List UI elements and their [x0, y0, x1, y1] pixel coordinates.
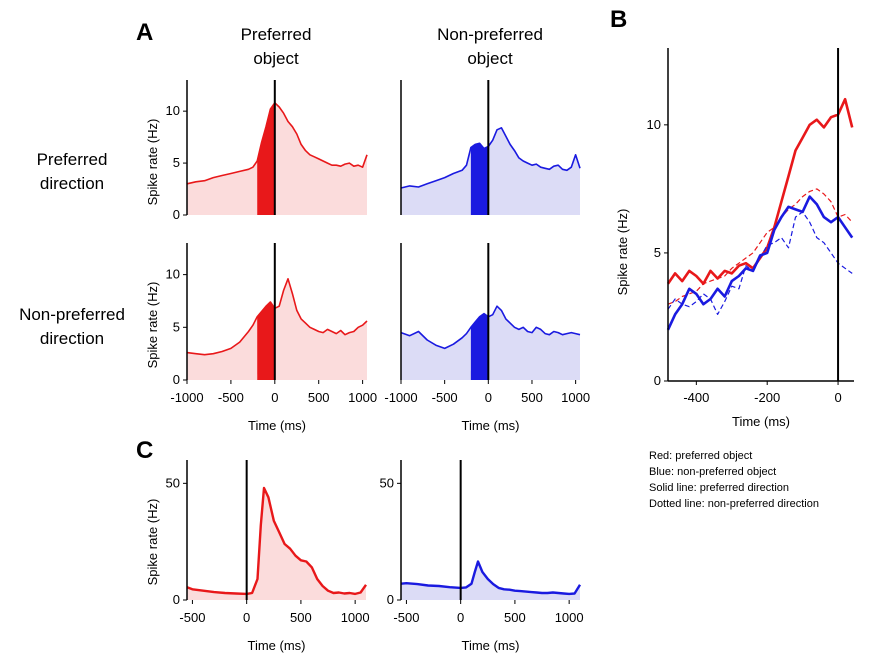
series-line: [400, 127, 581, 189]
y-tick-label: 10: [166, 267, 180, 282]
y-axis-label: Spike rate (Hz): [145, 282, 160, 369]
series-line: [186, 102, 368, 185]
chart-A-pref-obj-pref-dir: 0 5 10 Spike rate (Hz): [145, 80, 368, 222]
column-title-nonpreferred-line1: Non-preferred: [437, 25, 543, 44]
panel-label-b: B: [610, 6, 627, 33]
highlight-window-fill: [257, 102, 275, 215]
series-line: [400, 305, 581, 350]
column-title-nonpreferred-line2: object: [467, 49, 513, 68]
x-tick-label: 500: [504, 610, 526, 625]
row-title-nonpreferred-line1: Non-preferred: [19, 305, 125, 324]
highlight-window-fill: [257, 302, 275, 380]
x-axis-label: Time (ms): [247, 638, 305, 653]
x-tick-label: -1000: [384, 390, 417, 405]
y-tick-label: 5: [654, 245, 661, 260]
legend-line-red: Red: preferred object: [649, 450, 752, 462]
y-tick-label: 0: [654, 373, 661, 388]
panel-label-c: C: [136, 437, 153, 464]
x-axis-label: Time (ms): [461, 638, 519, 653]
x-tick-label: -1000: [170, 390, 203, 405]
x-tick-label: 0: [243, 610, 250, 625]
y-tick-label: 0: [173, 207, 180, 222]
series-line-blue-solid: [666, 195, 854, 331]
legend-line-dotted: Dotted line: non-preferred direction: [649, 498, 819, 510]
area-fill: [187, 488, 366, 600]
x-tick-label: 1000: [341, 610, 370, 625]
area-fill: [401, 127, 580, 215]
chart-A-nonpref-obj-nonpref-dir: -1000 -500 0 500 1000 Time (ms): [384, 243, 590, 433]
column-title-preferred-line1: Preferred: [241, 25, 312, 44]
legend-line-blue: Blue: non-preferred object: [649, 466, 776, 478]
area-fill: [401, 561, 580, 600]
y-tick-label: 0: [173, 372, 180, 387]
y-axis-label: Spike rate (Hz): [145, 119, 160, 206]
chart-C-preferred: 0 50 -500 0 500 1000 Spike rate (Hz) Time (ms): [145, 460, 370, 653]
column-title-preferred-line2: object: [253, 49, 299, 68]
x-tick-label: -500: [432, 390, 458, 405]
x-tick-label: 1000: [561, 390, 590, 405]
x-axis-label: Time (ms): [248, 418, 306, 433]
area-fill: [187, 102, 367, 215]
y-tick-label: 10: [647, 117, 661, 132]
row-title-preferred-line1: Preferred: [37, 150, 108, 169]
series-line: [400, 560, 582, 596]
x-tick-label: 0: [271, 390, 278, 405]
row-title-nonpreferred-line2: direction: [40, 329, 104, 348]
x-tick-label: 0: [457, 610, 464, 625]
x-tick-label: 0: [485, 390, 492, 405]
series-line: [186, 486, 367, 596]
y-axis-label: Spike rate (Hz): [615, 209, 630, 296]
y-tick-label: 0: [173, 592, 180, 607]
x-tick-label: 1000: [555, 610, 584, 625]
y-tick-label: 5: [173, 155, 180, 170]
y-tick-label: 10: [166, 103, 180, 118]
panel-label-a: A: [136, 19, 153, 46]
y-tick-label: 5: [173, 319, 180, 334]
chart-A-pref-obj-nonpref-dir: 0 5 10 -1000 -500 0 500 1000 Spike rate (Hz) Time…: [145, 243, 377, 433]
chart-C-nonpreferred: 0 50 -500 0 500 1000 Time (ms): [380, 460, 584, 653]
y-tick-label: 50: [380, 475, 394, 490]
chart-B: 0 5 10 -400 -200 0 Spike rate (Hz) Time (ms): [615, 48, 854, 429]
series-line: [186, 278, 368, 356]
y-axis-label: Spike rate (Hz): [145, 499, 160, 586]
highlight-window-fill: [470, 313, 489, 380]
x-tick-label: -500: [179, 610, 205, 625]
x-axis-label: Time (ms): [732, 414, 790, 429]
x-tick-label: 500: [521, 390, 543, 405]
area-fill: [401, 306, 580, 380]
x-tick-label: -400: [683, 390, 709, 405]
legend-line-solid: Solid line: preferred direction: [649, 482, 789, 494]
y-tick-label: 50: [166, 475, 180, 490]
x-tick-label: -200: [754, 390, 780, 405]
row-title-preferred-line2: direction: [40, 174, 104, 193]
x-axis-label: Time (ms): [461, 418, 519, 433]
x-tick-label: 0: [834, 390, 841, 405]
highlight-window-fill: [470, 143, 489, 215]
series-line-red-dotted: [667, 188, 853, 305]
x-tick-label: 500: [290, 610, 312, 625]
x-tick-label: 500: [308, 390, 330, 405]
x-tick-label: -500: [218, 390, 244, 405]
chart-A-nonpref-obj-pref-dir: [400, 80, 581, 215]
series-line-blue-dotted: [667, 211, 853, 315]
x-tick-label: 1000: [348, 390, 377, 405]
y-tick-label: 0: [387, 592, 394, 607]
area-fill: [187, 278, 367, 380]
x-tick-label: -500: [393, 610, 419, 625]
